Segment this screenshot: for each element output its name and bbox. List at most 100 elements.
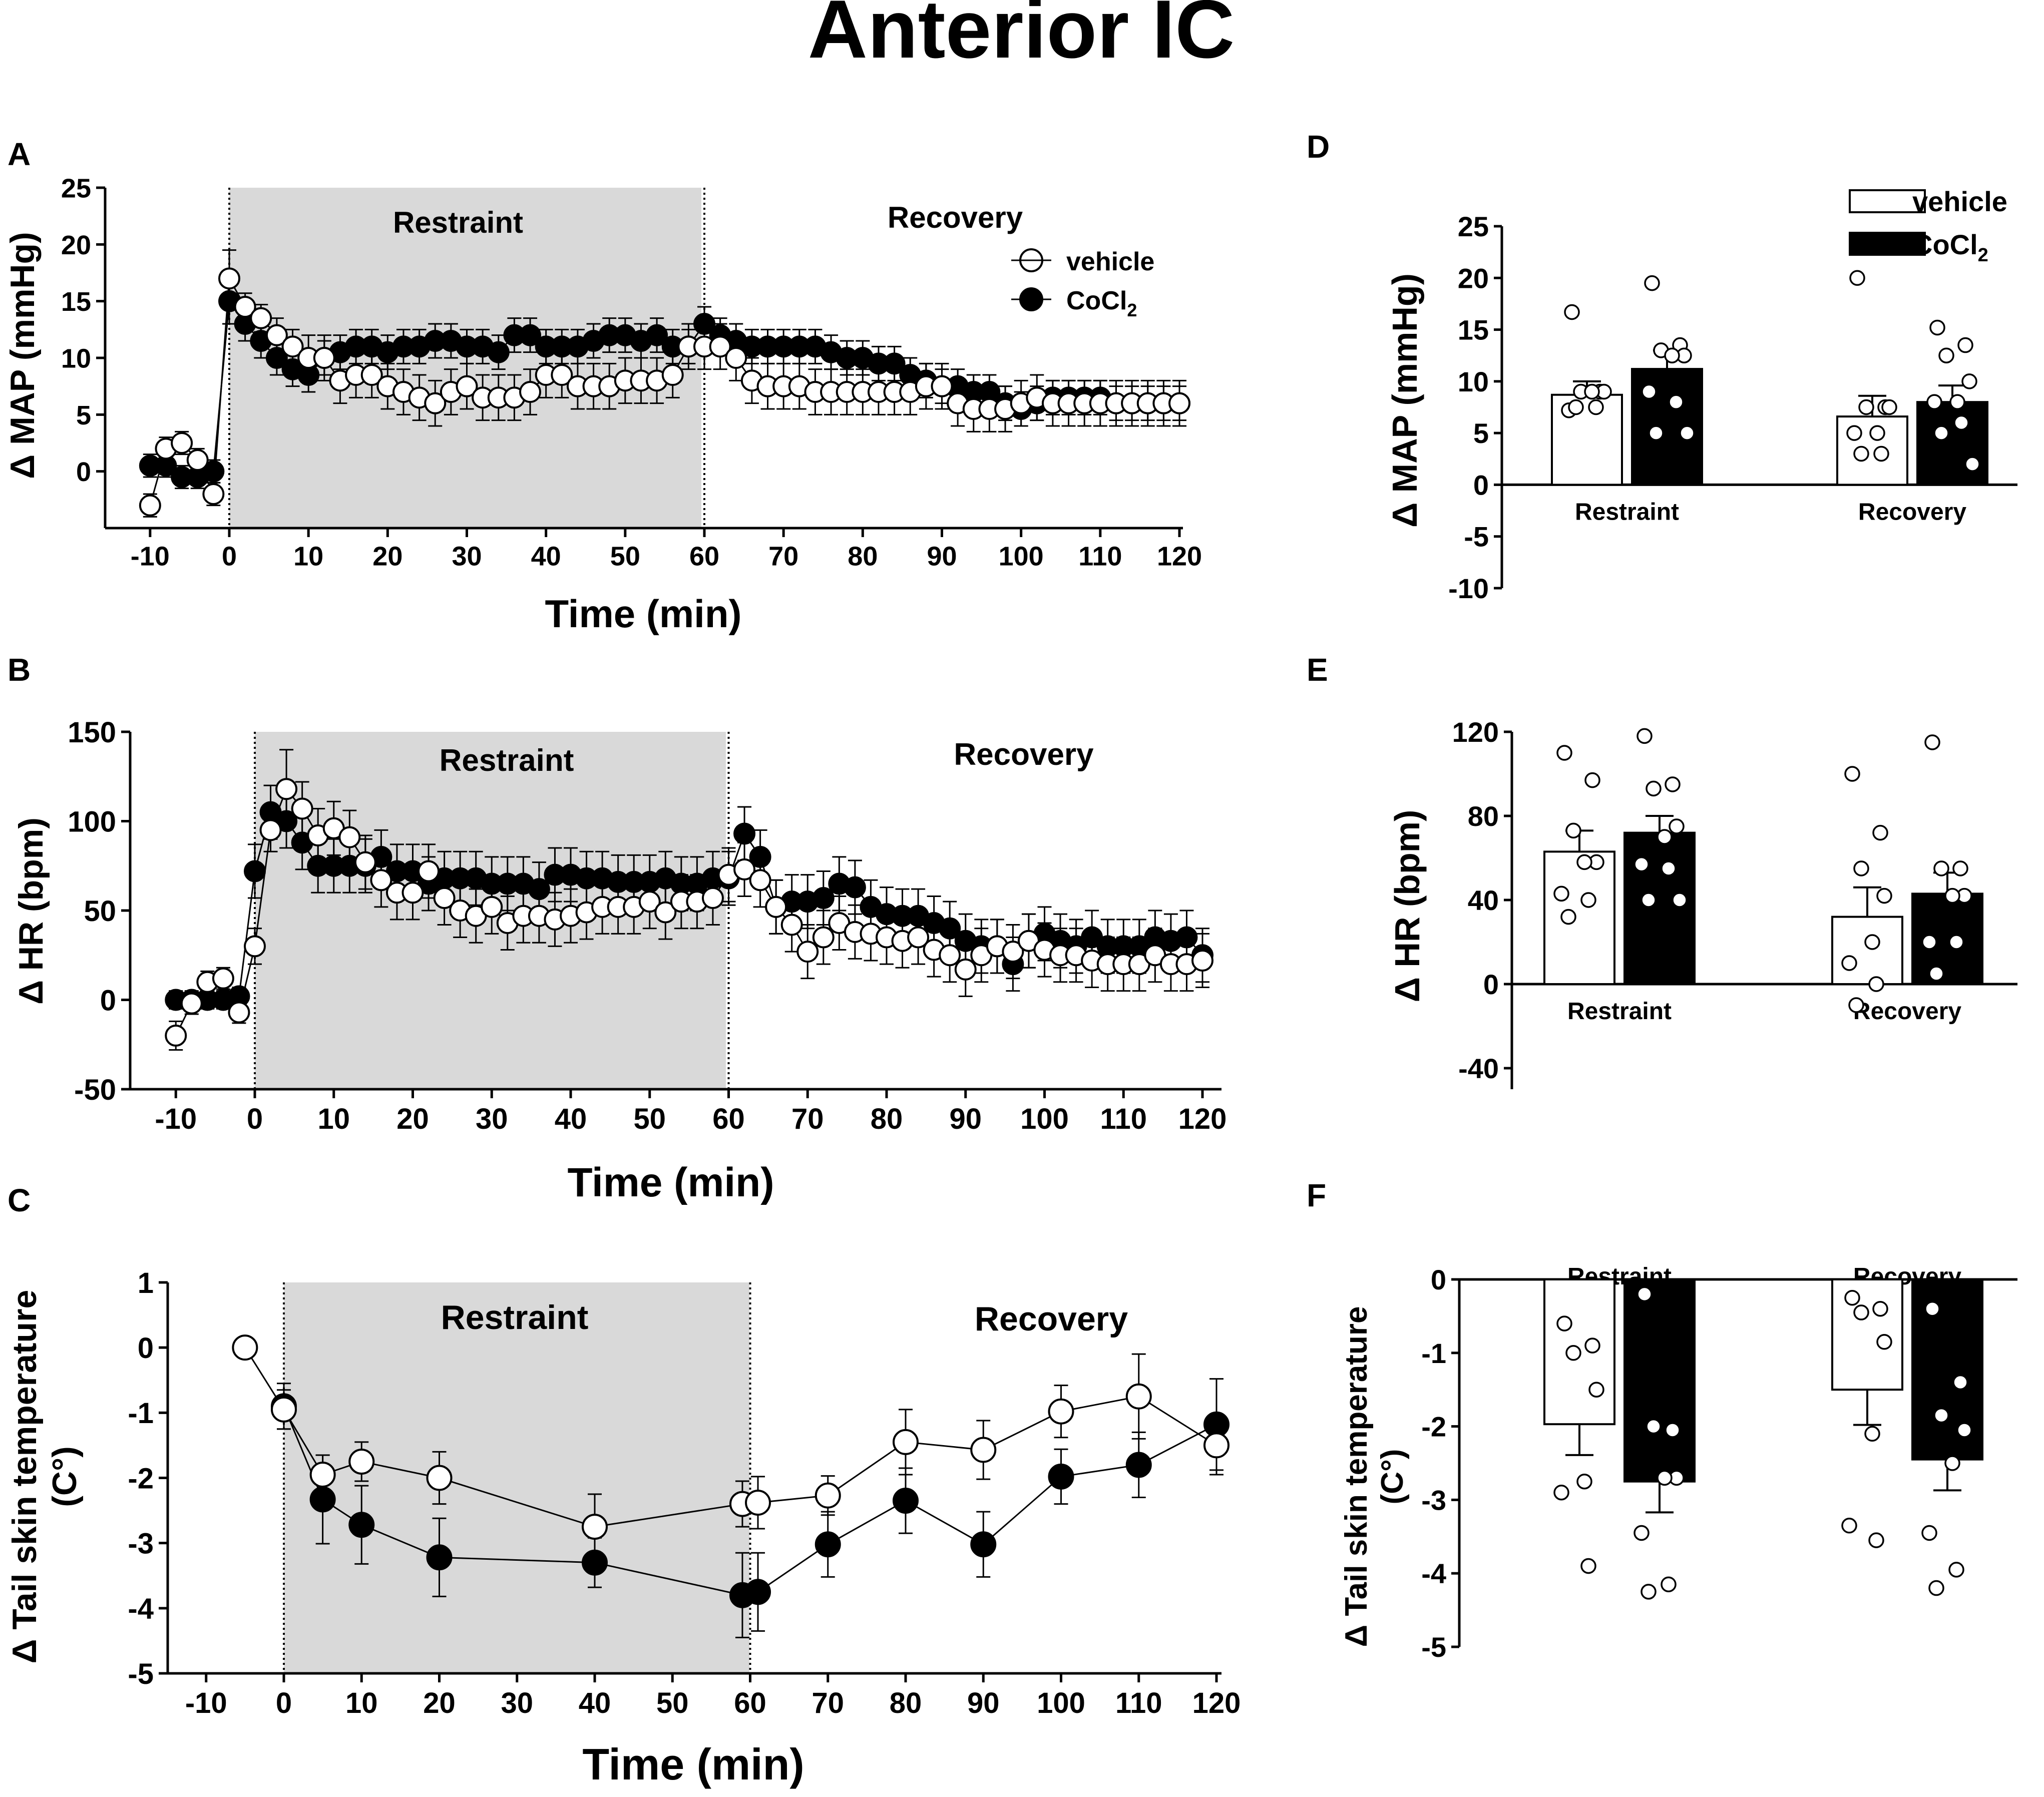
panel-a-xtick-label: 70 — [768, 542, 798, 572]
panel-e-vehicle-datapoint — [1560, 909, 1576, 925]
panel-c-ylabel-line2: (C°) — [46, 1446, 84, 1507]
panel-d-vehicle-datapoint — [1869, 425, 1885, 441]
panel-a-vehicle-point — [519, 381, 542, 403]
panel-c-xtick-label: 10 — [345, 1687, 378, 1719]
panel-f-vehicle-datapoint — [1556, 1315, 1572, 1331]
panel-a-ytick-label: 20 — [61, 230, 91, 260]
panel-f: -5-4-3-2-10 Restraint Recovery Δ Tail skin… — [1339, 1263, 2017, 1663]
panel-c-vehicle-point — [814, 1482, 841, 1509]
legend-bar-vehicle-label: vehicle — [1912, 186, 2007, 217]
panel-e-vehicle-datapoint — [1844, 766, 1860, 782]
panel-d-cocl2-datapoint — [1664, 347, 1680, 363]
panel-c-ytick-label: -3 — [128, 1528, 154, 1560]
panel-d-cocl2-datapoint — [1949, 394, 1965, 410]
panel-b-vehicle-point — [180, 992, 203, 1015]
panel-e: -40 0 40 80 120 Restraint Recovery Δ HR (bpm) — [1388, 716, 2017, 1089]
panel-f-cocl2-datapoint — [1657, 1470, 1673, 1486]
panel-e-vehicle-datapoint — [1872, 824, 1888, 841]
panel-f-vehicle-datapoint — [1841, 1518, 1857, 1534]
panel-c-ytick-label: -1 — [128, 1397, 154, 1430]
panel-f-cocl2-datapoint — [1665, 1422, 1681, 1438]
panel-c-cocl2-point — [1125, 1452, 1152, 1478]
panel-d-cocl2-datapoint — [1926, 394, 1942, 410]
panel-e-cocl2-datapoint — [1921, 934, 1937, 950]
panel-a-xtick-label: 20 — [372, 542, 402, 572]
panel-c-cocl2-point — [970, 1531, 997, 1558]
panel-b-ylabel: Δ HR (bpm) — [12, 817, 50, 1005]
panel-a-plot: 0 5 10 15 20 25 -10 0 10 20 30 40 50 60 70 80 90 100 110 12… — [61, 173, 1202, 571]
panel-b-vehicle-point — [212, 967, 234, 990]
panel-a-xtick-label: 120 — [1157, 542, 1202, 572]
panel-b-vehicle-point — [812, 926, 835, 949]
panel-e-category-label: Restraint — [1567, 998, 1672, 1025]
panel-e-cocl2-datapoint — [1952, 860, 1968, 876]
panel-a-cocl2-point — [487, 341, 510, 363]
panel-e-ytick-label: 40 — [1468, 884, 1499, 916]
panel-b-vehicle-point — [733, 858, 756, 880]
panel-b-vehicle-point — [780, 914, 803, 936]
panel-e-ytick-label: 80 — [1468, 800, 1499, 832]
panel-b-ytick-label: 0 — [100, 984, 116, 1017]
panel-e-cocl2-datapoint — [1924, 734, 1940, 750]
panel-d-vehicle-datapoint — [1564, 304, 1580, 320]
panel-a-ytick-label: 0 — [76, 457, 91, 487]
panel-b-xtick-label: 120 — [1178, 1103, 1227, 1135]
panel-e-cocl2-datapoint — [1928, 966, 1944, 982]
panel-d-vehicle-bar — [1836, 415, 1908, 486]
panel-letter-c: C — [8, 1182, 31, 1218]
legend-bar-cocl2-label: CoCl2 — [1912, 229, 1988, 266]
panel-d-cocl2-datapoint — [1938, 347, 1954, 363]
panel-a-vehicle-point — [186, 449, 209, 471]
panel-b-vehicle-point — [338, 826, 361, 848]
panel-c-vehicle-point — [1125, 1383, 1152, 1410]
panel-a-vehicle-point — [931, 375, 953, 397]
panel-c-cocl2-point — [1048, 1463, 1074, 1490]
panel-a-vehicle-point — [551, 364, 573, 386]
panel-d-vehicle-datapoint — [1881, 399, 1897, 415]
legend-bar-cocl2-subscript: 2 — [1978, 245, 1988, 266]
panel-d-cocl2-datapoint — [1641, 383, 1657, 400]
panel-d-ytick-label: 0 — [1473, 469, 1489, 501]
panel-c-vehicle-point — [582, 1514, 608, 1540]
panel-e-cocl2-datapoint — [1646, 780, 1662, 797]
panel-a-xtick-label: 10 — [293, 542, 323, 572]
panel-b-vehicle-point — [481, 895, 503, 918]
panel-a-xtick-label: 60 — [689, 542, 719, 572]
panel-d-ytick-label: -5 — [1464, 521, 1489, 553]
panel-e-vehicle-bar — [1543, 850, 1615, 986]
panel-a-xtick-label: 0 — [222, 542, 237, 572]
panel-b-xtick-label: 90 — [949, 1103, 982, 1135]
panel-f-ytick-label: -2 — [1421, 1411, 1446, 1443]
panel-b-vehicle-point — [259, 819, 282, 841]
panel-c-xtick-label: 80 — [890, 1687, 922, 1719]
panel-d-ytick-label: 25 — [1458, 211, 1489, 242]
panel-f-cocl2-datapoint — [1921, 1525, 1937, 1541]
panel-f-ytick-label: -5 — [1421, 1631, 1446, 1663]
panel-c-cocl2-point — [745, 1579, 771, 1605]
panel-a-xtick-label: 90 — [927, 542, 957, 572]
panel-a-ytick-label: 5 — [76, 400, 91, 430]
panel-f-ylabel-line1: Δ Tail skin temperature — [1339, 1306, 1374, 1647]
panel-b-xtick-label: 0 — [247, 1103, 263, 1135]
panel-b-vehicle-point — [165, 1024, 187, 1047]
panel-b: -50 0 50 100 150 -10 0 10 20 30 40 50 60 70 80 90 100 110… — [12, 716, 1227, 1205]
panel-c-xtick-label: 70 — [811, 1687, 844, 1719]
panel-c-vehicle-point — [271, 1396, 297, 1423]
panel-a-cocl2-point — [646, 324, 668, 346]
panel-c-vehicle-point — [1048, 1398, 1074, 1425]
panel-b-vehicle-point — [654, 901, 677, 924]
panel-c-xtick-label: 120 — [1192, 1687, 1241, 1719]
panel-a-vehicle-point — [424, 392, 447, 414]
panel-b-xtick-label: 50 — [633, 1103, 666, 1135]
panel-a-vehicle-point — [725, 347, 747, 369]
panel-e-cocl2-datapoint — [1669, 818, 1685, 834]
panel-e-vehicle-bar — [1831, 916, 1903, 985]
panel-c-plot: -5-4-3-2-101-10 0 10 20 30 40 50 60 70 80 90 100 110… — [128, 1267, 1241, 1719]
panel-d-cocl2-datapoint — [1957, 337, 1973, 353]
panel-c-vehicle-point — [745, 1489, 771, 1516]
panel-a-vehicle-point — [281, 335, 304, 358]
panel-e-cocl2-datapoint — [1933, 860, 1949, 876]
panel-f-ytick-label: -3 — [1421, 1484, 1446, 1516]
panel-a: 0 5 10 15 20 25 -10 0 10 20 30 40 50 60 70 80 90 100 110 12… — [4, 173, 1202, 636]
panel-f-cocl2-datapoint — [1948, 1562, 1964, 1578]
